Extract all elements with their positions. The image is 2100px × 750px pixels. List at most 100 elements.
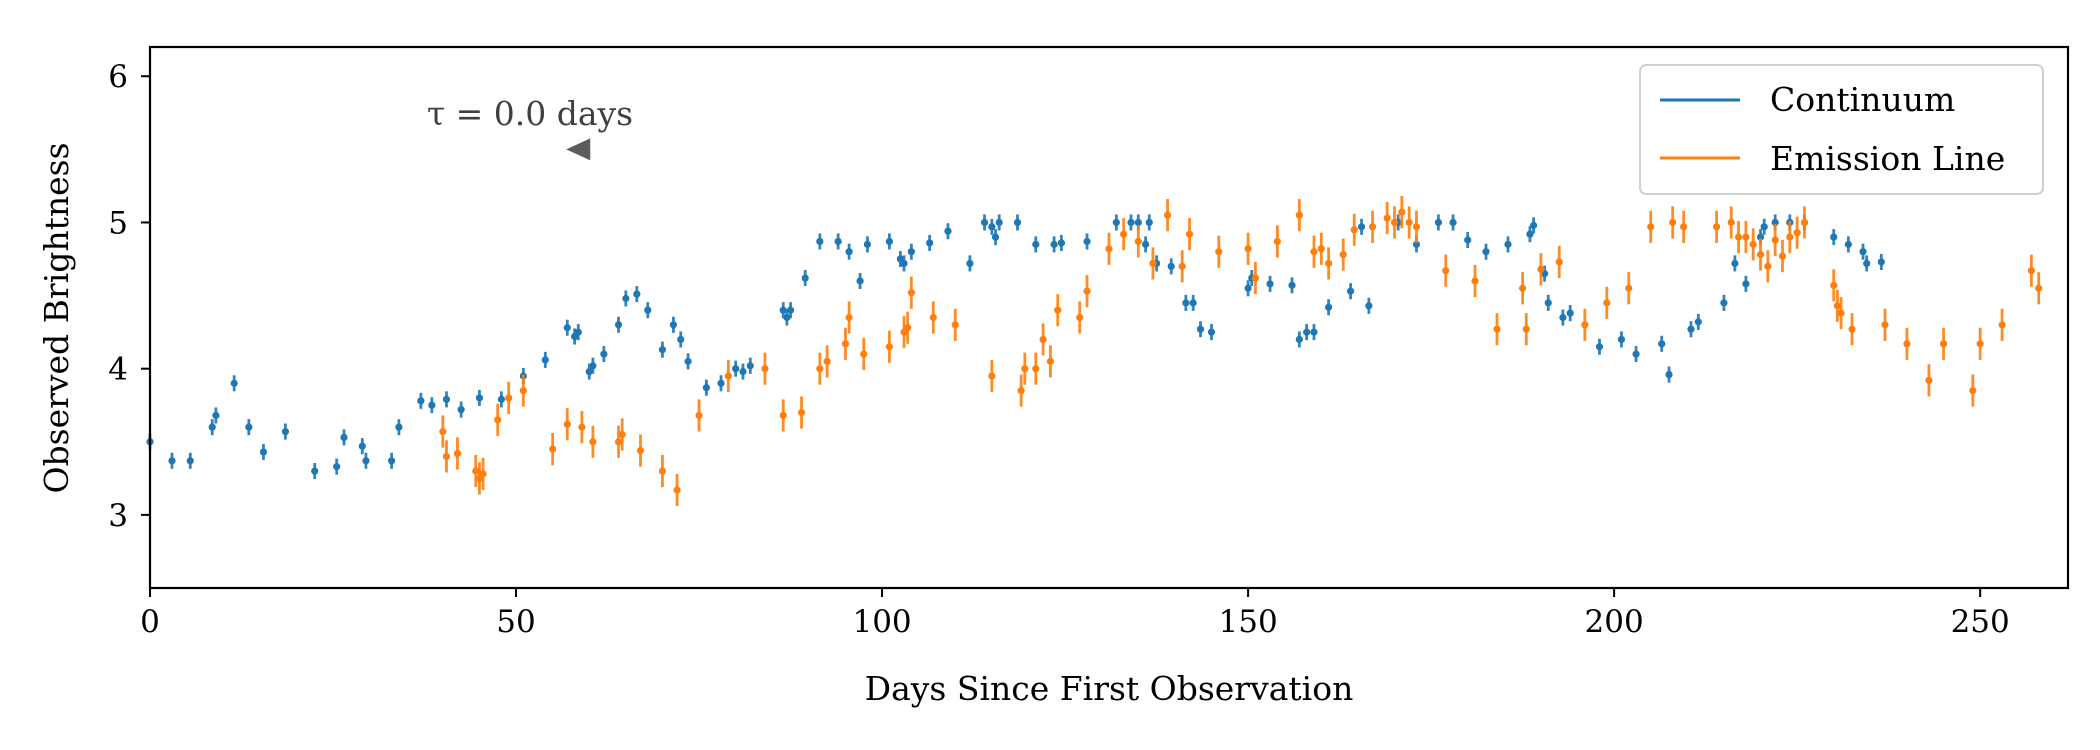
data-point [1244,284,1252,292]
data-point [1017,387,1025,395]
data-point [1756,233,1765,241]
data-point [1877,258,1885,266]
data-point [1032,365,1040,373]
y-tick-label: 3 [108,498,128,534]
data-point [991,233,1000,241]
data-point [1142,240,1150,248]
data-point [1083,287,1091,295]
data-point [614,438,623,446]
data-point [885,343,893,351]
data-point [2035,284,2043,292]
data-point [1134,237,1142,246]
legend-box [1639,64,2044,195]
data-point [1244,245,1252,253]
data-point [1830,281,1838,289]
data-point [1083,237,1091,246]
data-point [907,289,915,297]
x-tick-label: 200 [1585,604,1644,640]
data-point [1442,267,1450,275]
data-point [1522,325,1530,333]
data-point [863,240,872,248]
data-point [739,368,747,376]
data-point [856,277,864,285]
data-point [944,227,952,235]
data-point [988,223,996,231]
data-point [395,423,403,431]
data-point [1412,240,1421,248]
data-point [614,321,623,329]
data-point [497,395,505,403]
data-point [1120,230,1128,238]
data-point [904,324,912,332]
data-point [1493,325,1501,333]
data-point [845,248,853,256]
data-point [1350,226,1358,234]
data-point [717,379,725,387]
data-point [1196,325,1205,333]
data-point [1529,221,1538,229]
data-point [1449,218,1457,227]
data-point [1764,262,1772,270]
data-point [1998,321,2006,329]
data-point [1969,387,1977,395]
data-point [340,433,348,441]
data-point [1288,281,1296,289]
y-tick-label: 5 [108,205,128,241]
data-point [786,306,795,314]
data-point [1357,223,1366,231]
data-point [1310,328,1318,336]
data-point [1398,208,1406,216]
data-point [834,237,842,246]
data-point [669,321,678,329]
data-point [574,328,582,336]
data-point [1163,211,1172,219]
data-point [1844,240,1852,248]
data-point [1368,223,1377,231]
data-point [1215,248,1223,256]
data-point [951,321,959,329]
data-point [563,324,571,332]
data-point [1830,233,1838,241]
data-point [1749,240,1757,248]
data-point [1325,259,1333,267]
data-point [1939,340,1948,348]
data-point [801,274,809,282]
data-point [1464,236,1472,244]
data-point [563,420,571,428]
data-point [1881,321,1889,329]
data-point [362,457,370,465]
data-point [1310,248,1318,256]
y-tick-label: 4 [108,352,128,388]
data-point [311,467,319,475]
data-point [281,427,290,436]
data-point [783,313,791,322]
data-point [797,408,806,417]
x-axis-label: Days Since First Observation [865,669,1354,708]
data-point [212,411,220,420]
data-point [633,290,641,298]
data-point [505,394,513,402]
data-point [417,397,425,405]
legend: Continuum Emission Line [1639,64,2044,195]
data-point [1544,299,1552,307]
data-point [1625,284,1633,292]
data-point [1771,236,1779,244]
data-point [541,356,549,364]
lag-annotation-text: τ = 0.0 days [427,94,633,133]
data-point [1412,223,1421,231]
data-point [1207,328,1216,336]
data-point [519,387,527,395]
data-point [622,294,630,303]
data-point [1127,218,1135,227]
data-point [428,401,436,409]
data-point [1251,274,1260,282]
data-point [1178,262,1186,270]
data-point [823,357,831,365]
data-point [1713,223,1721,231]
data-point [1658,340,1666,348]
data-point [816,365,824,373]
y-tick-label: 6 [108,59,128,95]
data-point [1727,218,1735,227]
data-point [439,427,447,436]
